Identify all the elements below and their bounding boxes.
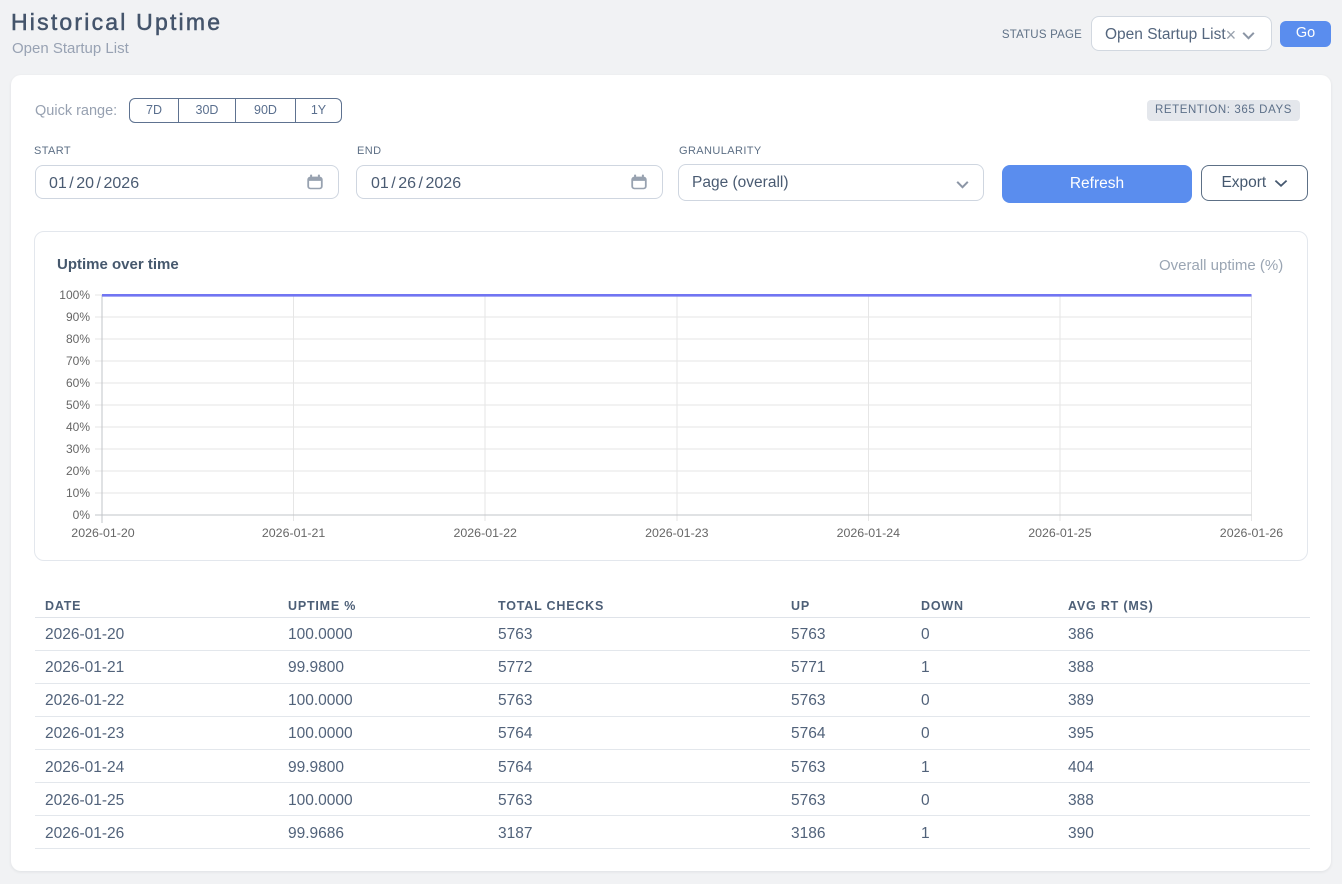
svg-text:2026-01-21: 2026-01-21 xyxy=(262,526,325,540)
svg-text:70%: 70% xyxy=(66,354,90,368)
svg-text:100%: 100% xyxy=(59,288,90,302)
svg-text:60%: 60% xyxy=(66,376,90,390)
svg-text:20%: 20% xyxy=(66,464,90,478)
svg-text:2026-01-25: 2026-01-25 xyxy=(1028,526,1091,540)
svg-text:2026-01-22: 2026-01-22 xyxy=(454,526,517,540)
svg-text:80%: 80% xyxy=(66,332,90,346)
svg-text:2026-01-20: 2026-01-20 xyxy=(71,526,134,540)
svg-text:50%: 50% xyxy=(66,398,90,412)
svg-text:2026-01-23: 2026-01-23 xyxy=(645,526,708,540)
svg-text:90%: 90% xyxy=(66,310,90,324)
svg-text:10%: 10% xyxy=(66,486,90,500)
svg-text:30%: 30% xyxy=(66,442,90,456)
svg-text:0%: 0% xyxy=(73,508,91,522)
svg-text:2026-01-26: 2026-01-26 xyxy=(1220,526,1283,540)
svg-text:2026-01-24: 2026-01-24 xyxy=(837,526,900,540)
svg-text:40%: 40% xyxy=(66,420,90,434)
